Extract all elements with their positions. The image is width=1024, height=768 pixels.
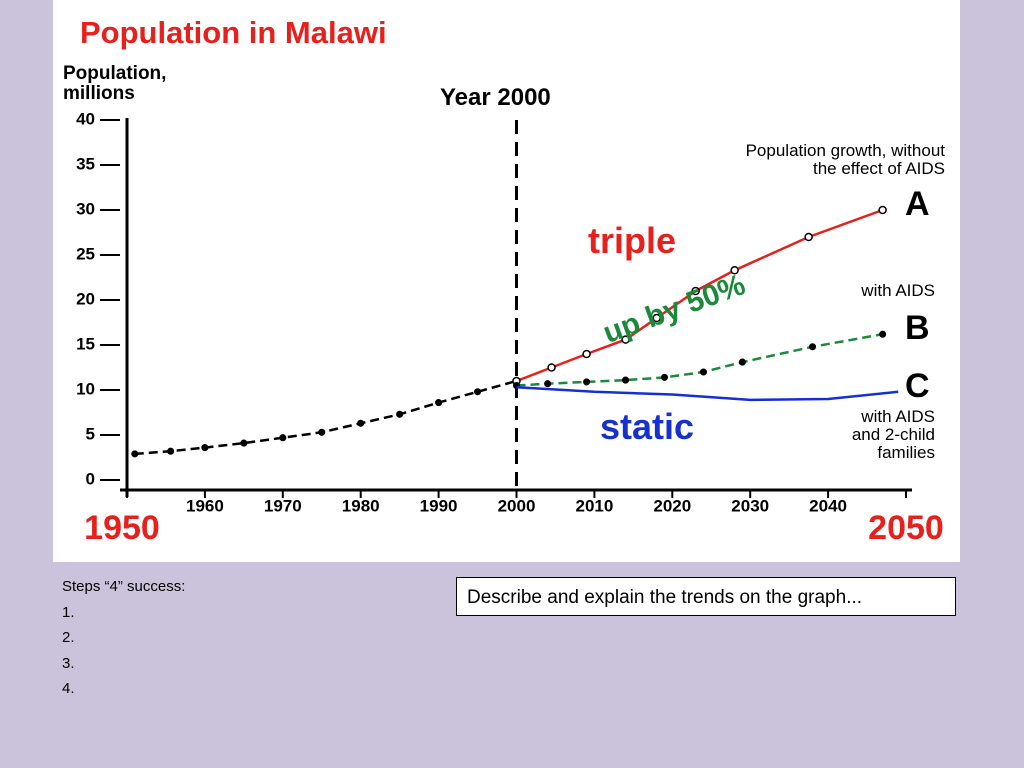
chart: Population in Malawi 0 5 10 15 20 25 30 35 40 195… [53,0,960,562]
y-tick-label: 35 [76,154,95,173]
data-point [279,434,287,442]
data-point [878,205,887,215]
x-tick-label: 1990 [420,496,458,515]
data-point [474,388,482,396]
series-label: A [905,185,930,223]
annotation: triple [588,220,677,261]
data-point [730,266,739,275]
data-point [879,330,887,338]
x-tick-label: 2000 [498,496,536,515]
y-tick-label: 40 [76,109,95,128]
x-tick-label: 1980 [342,496,380,515]
y-tick-label: 15 [76,334,95,353]
y-axis-label: Population, millions [63,63,167,104]
x-tick-label: 2040 [809,496,847,515]
data-point [357,419,365,427]
y-tick-label: 20 [76,289,95,308]
annotation: Year 2000 [440,84,551,111]
annotation: with AIDS and 2-child families [851,407,935,462]
task-box: Describe and explain the trends on the g… [456,577,956,616]
data-point [738,358,746,366]
series-label: B [905,309,930,347]
y-tick-label: 5 [86,424,95,443]
data-point [804,232,813,242]
data-point [652,313,661,323]
step-item: 4. [62,680,75,697]
data-point [808,343,817,351]
x-tick-label: 2030 [731,496,769,515]
data-point [167,447,175,455]
step-item: 3. [62,654,75,672]
data-point [435,399,443,407]
data-point [547,363,556,372]
steps-title: Steps “4” success: [62,578,186,595]
data-point [201,444,209,452]
data-point [621,335,630,344]
annotation: Population growth, without the effect of… [745,141,945,178]
chart-title: Population in Malawi [80,15,387,50]
annotation: static [600,406,695,447]
x-tick-label: 1950 [84,509,160,547]
y-tick-label: 10 [76,379,95,398]
data-point [583,378,591,386]
y-tick-label: 0 [86,469,95,488]
y-tick-label: 25 [76,244,95,263]
data-point [582,349,591,359]
data-point [622,376,630,384]
steps: Steps “4” success: 1. 2. 3. 4. [62,574,185,702]
data-point [660,373,669,381]
step-item: 1. [62,603,75,621]
data-point [240,439,248,447]
data-point [318,428,326,436]
y-tick-label: 30 [76,199,95,218]
x-tick-label: 1970 [264,496,302,515]
data-point [131,450,139,458]
series-line [516,386,899,402]
annotation: with AIDS [861,281,935,300]
data-point [691,286,700,296]
data-point [396,410,404,418]
chart-background [53,0,960,562]
data-point [544,380,552,388]
x-tick-label: 2020 [653,496,691,515]
data-point [699,368,708,376]
series-label: C [905,367,930,405]
step-item: 2. [62,629,75,646]
x-tick-label: 1960 [186,496,224,515]
x-tick-label: 2050 [868,509,944,547]
x-tick-label: 2010 [575,496,613,515]
